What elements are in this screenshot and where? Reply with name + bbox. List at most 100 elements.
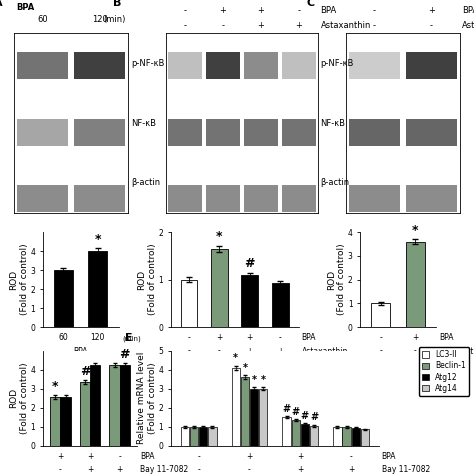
- Text: -: -: [197, 465, 200, 474]
- Text: -: -: [380, 333, 383, 342]
- Bar: [61, 397, 71, 446]
- Bar: [190, 427, 198, 446]
- Y-axis label: Relative mRNA level
(Fold of control): Relative mRNA level (Fold of control): [137, 352, 157, 444]
- Bar: [80, 382, 90, 446]
- Text: BPA: BPA: [140, 452, 155, 461]
- Text: NF-κB: NF-κB: [320, 119, 345, 128]
- Bar: [250, 389, 258, 446]
- Bar: [199, 427, 208, 446]
- Text: +: +: [277, 346, 283, 356]
- Bar: [208, 427, 217, 446]
- Text: -: -: [197, 452, 200, 461]
- Text: -: -: [279, 333, 282, 342]
- Text: -: -: [188, 333, 190, 342]
- Bar: [406, 119, 457, 146]
- Y-axis label: ROD
(Fold of control): ROD (Fold of control): [137, 244, 157, 316]
- Text: +: +: [348, 465, 355, 474]
- Text: BPA: BPA: [439, 333, 454, 342]
- Text: *: *: [216, 230, 223, 243]
- Bar: [90, 365, 100, 446]
- Text: Bay 11-7082: Bay 11-7082: [140, 465, 189, 474]
- Bar: [88, 251, 107, 327]
- Text: +: +: [57, 452, 64, 461]
- Bar: [17, 119, 68, 146]
- Text: 120: 120: [91, 15, 108, 24]
- Bar: [168, 119, 202, 146]
- Text: 120: 120: [91, 333, 105, 342]
- Bar: [109, 365, 119, 446]
- Bar: [74, 185, 125, 212]
- Text: -: -: [59, 465, 62, 474]
- Text: *: *: [233, 353, 238, 363]
- Bar: [259, 389, 267, 446]
- Text: +: +: [117, 465, 123, 474]
- Text: β-actin: β-actin: [320, 178, 349, 187]
- Text: (min): (min): [103, 15, 126, 24]
- Text: B: B: [113, 0, 121, 8]
- Bar: [181, 280, 197, 327]
- Text: -: -: [221, 21, 224, 30]
- Bar: [301, 424, 309, 446]
- Text: +: +: [246, 333, 253, 342]
- Bar: [406, 242, 425, 327]
- Text: #: #: [310, 412, 318, 422]
- Bar: [206, 119, 240, 146]
- Bar: [241, 275, 258, 327]
- Bar: [333, 427, 342, 446]
- Text: +: +: [246, 346, 253, 356]
- Text: A: A: [0, 0, 2, 8]
- Bar: [54, 270, 73, 327]
- Text: -: -: [380, 346, 383, 356]
- Bar: [50, 397, 61, 446]
- Text: BPA: BPA: [382, 452, 396, 461]
- Y-axis label: ROD
(Fold of control): ROD (Fold of control): [9, 362, 29, 434]
- Text: Astaxanthin: Astaxanthin: [320, 21, 371, 30]
- Text: +: +: [216, 333, 223, 342]
- Bar: [349, 52, 400, 79]
- Text: BPA: BPA: [320, 6, 337, 15]
- Bar: [181, 427, 189, 446]
- Bar: [342, 427, 351, 446]
- Text: Astaxanthin: Astaxanthin: [301, 346, 348, 356]
- Bar: [231, 368, 240, 446]
- Text: +: +: [412, 333, 419, 342]
- Text: BPA: BPA: [73, 346, 88, 356]
- Bar: [168, 185, 202, 212]
- Text: C: C: [306, 0, 314, 8]
- Text: -: -: [183, 6, 186, 15]
- Text: -: -: [430, 21, 433, 30]
- Text: p-NF-κB: p-NF-κB: [320, 59, 353, 68]
- Bar: [282, 185, 316, 212]
- Text: *: *: [412, 224, 419, 237]
- Text: -: -: [373, 21, 376, 30]
- Bar: [272, 283, 289, 327]
- Text: #: #: [80, 365, 90, 378]
- Text: 60: 60: [58, 333, 68, 342]
- Text: β-actin: β-actin: [131, 178, 160, 187]
- Y-axis label: ROD
(Fold of control): ROD (Fold of control): [327, 244, 346, 316]
- Y-axis label: ROD
(Fold of control): ROD (Fold of control): [9, 244, 29, 316]
- Text: -: -: [297, 6, 300, 15]
- Text: *: *: [242, 363, 247, 373]
- Bar: [349, 185, 400, 212]
- Text: 60: 60: [37, 15, 48, 24]
- Text: Astaxanthin: Astaxanthin: [439, 346, 474, 356]
- Bar: [349, 119, 400, 146]
- Text: -: -: [188, 346, 190, 356]
- Bar: [168, 52, 202, 79]
- Text: +: +: [87, 452, 93, 461]
- Bar: [74, 52, 125, 79]
- Bar: [282, 52, 316, 79]
- Bar: [17, 52, 68, 79]
- Text: #: #: [283, 403, 291, 413]
- Bar: [74, 119, 125, 146]
- Bar: [310, 426, 319, 446]
- Text: -: -: [373, 6, 376, 15]
- Text: -: -: [118, 452, 121, 461]
- Text: -: -: [248, 465, 251, 474]
- Bar: [244, 185, 278, 212]
- Text: +: +: [246, 452, 253, 461]
- Text: p-NF-κB: p-NF-κB: [131, 59, 164, 68]
- Text: -: -: [350, 452, 353, 461]
- Text: NF-κB: NF-κB: [131, 119, 156, 128]
